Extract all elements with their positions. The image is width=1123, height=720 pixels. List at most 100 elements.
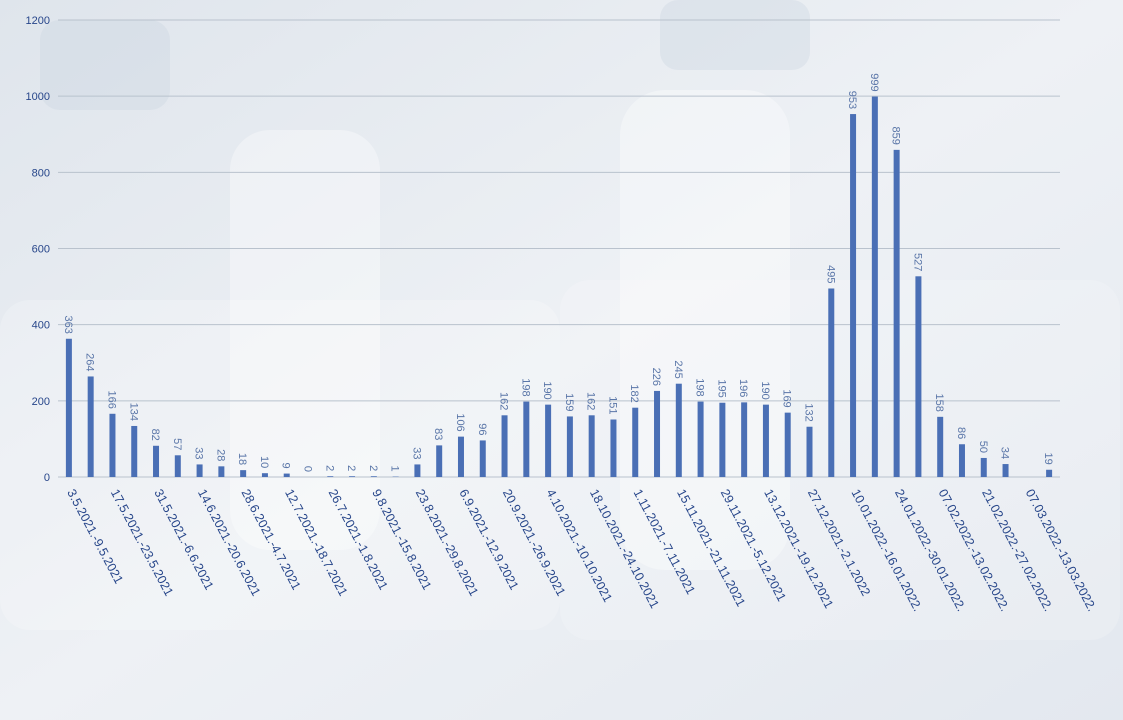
data-label: 198 — [519, 378, 531, 396]
bar — [850, 114, 857, 478]
data-label: 953 — [846, 91, 858, 109]
data-label: 33 — [410, 447, 422, 459]
bar — [588, 415, 595, 477]
data-label: 132 — [803, 403, 815, 421]
data-label: 245 — [672, 360, 684, 378]
bar — [915, 276, 922, 477]
data-label: 495 — [824, 265, 836, 283]
bar — [784, 412, 791, 477]
data-label: 86 — [955, 427, 967, 439]
data-label: 264 — [84, 353, 96, 371]
data-label: 527 — [911, 253, 923, 271]
data-label: 162 — [585, 392, 597, 410]
bar — [457, 436, 464, 477]
bar — [196, 464, 203, 477]
bar — [174, 455, 181, 477]
data-label: 106 — [454, 413, 466, 431]
bar — [131, 425, 138, 477]
data-label: 34 — [999, 447, 1011, 459]
bar — [1002, 464, 1009, 477]
y-tick-label: 1000 — [26, 91, 50, 103]
bar — [675, 383, 682, 477]
data-label: 19 — [1042, 453, 1054, 465]
data-label: 190 — [759, 381, 771, 399]
bar — [523, 401, 530, 477]
bar — [283, 473, 290, 477]
data-label: 10 — [258, 456, 270, 468]
data-label: 134 — [127, 403, 139, 421]
data-label: 2 — [345, 465, 357, 471]
bar — [828, 288, 835, 477]
data-label: 196 — [737, 379, 749, 397]
data-label: 28 — [214, 449, 226, 461]
bar — [479, 440, 486, 477]
bar — [501, 415, 508, 477]
data-label: 9 — [280, 462, 292, 468]
data-label: 96 — [476, 423, 488, 435]
bar — [545, 404, 552, 477]
y-tick-label: 1200 — [26, 15, 50, 27]
y-axis-ticks: 0 200 400 600 800 1000 1200 — [26, 15, 50, 484]
bar — [566, 416, 573, 477]
data-label: 169 — [781, 389, 793, 407]
bar — [261, 473, 268, 477]
data-labels: 363 264 166 134 82 57 33 28 18 10 9 0 2 2 2 1 33 83 106 96 1… — [62, 73, 1054, 472]
bar — [980, 457, 987, 477]
bar — [153, 445, 160, 477]
bar — [370, 476, 377, 477]
bar — [654, 390, 661, 477]
bar — [414, 464, 421, 477]
data-label: 198 — [694, 378, 706, 396]
bar — [893, 149, 900, 477]
data-label: 999 — [868, 73, 880, 91]
data-label: 162 — [498, 392, 510, 410]
data-label: 190 — [541, 381, 553, 399]
data-label: 2 — [367, 465, 379, 471]
data-label: 151 — [606, 396, 618, 414]
data-label: 83 — [432, 428, 444, 440]
grid-lines — [58, 19, 1060, 478]
bar — [958, 444, 965, 477]
bar — [109, 413, 116, 477]
bar — [436, 445, 443, 477]
y-tick-label: 0 — [44, 472, 50, 484]
bar — [610, 419, 617, 477]
y-tick-label: 800 — [32, 167, 50, 179]
data-label: 1 — [389, 466, 401, 472]
data-label: 226 — [650, 368, 662, 386]
data-label: 859 — [890, 127, 902, 145]
bar — [871, 96, 878, 478]
y-tick-label: 400 — [32, 320, 50, 332]
data-label: 82 — [149, 429, 161, 441]
data-label: 363 — [62, 315, 74, 333]
data-label: 195 — [715, 379, 727, 397]
data-label: 57 — [171, 438, 183, 450]
data-label: 0 — [302, 466, 314, 472]
bar — [697, 401, 704, 477]
bar — [1046, 469, 1053, 477]
y-tick-label: 200 — [32, 396, 50, 408]
bar — [632, 407, 639, 477]
data-label: 18 — [236, 453, 248, 465]
data-label: 166 — [105, 390, 117, 408]
bar — [806, 426, 813, 477]
bar — [349, 476, 356, 477]
data-label: 2 — [323, 465, 335, 471]
data-label: 182 — [628, 384, 640, 402]
bar — [87, 376, 94, 477]
bar-series — [65, 96, 1053, 478]
bar — [218, 466, 225, 477]
bar — [719, 402, 726, 477]
data-label: 50 — [977, 441, 989, 453]
data-label: 33 — [193, 447, 205, 459]
data-label: 158 — [933, 394, 945, 412]
data-label: 159 — [563, 393, 575, 411]
bar — [762, 404, 769, 477]
bar — [937, 416, 944, 477]
y-tick-label: 600 — [32, 244, 50, 256]
bar — [65, 338, 72, 477]
bar — [240, 470, 247, 477]
